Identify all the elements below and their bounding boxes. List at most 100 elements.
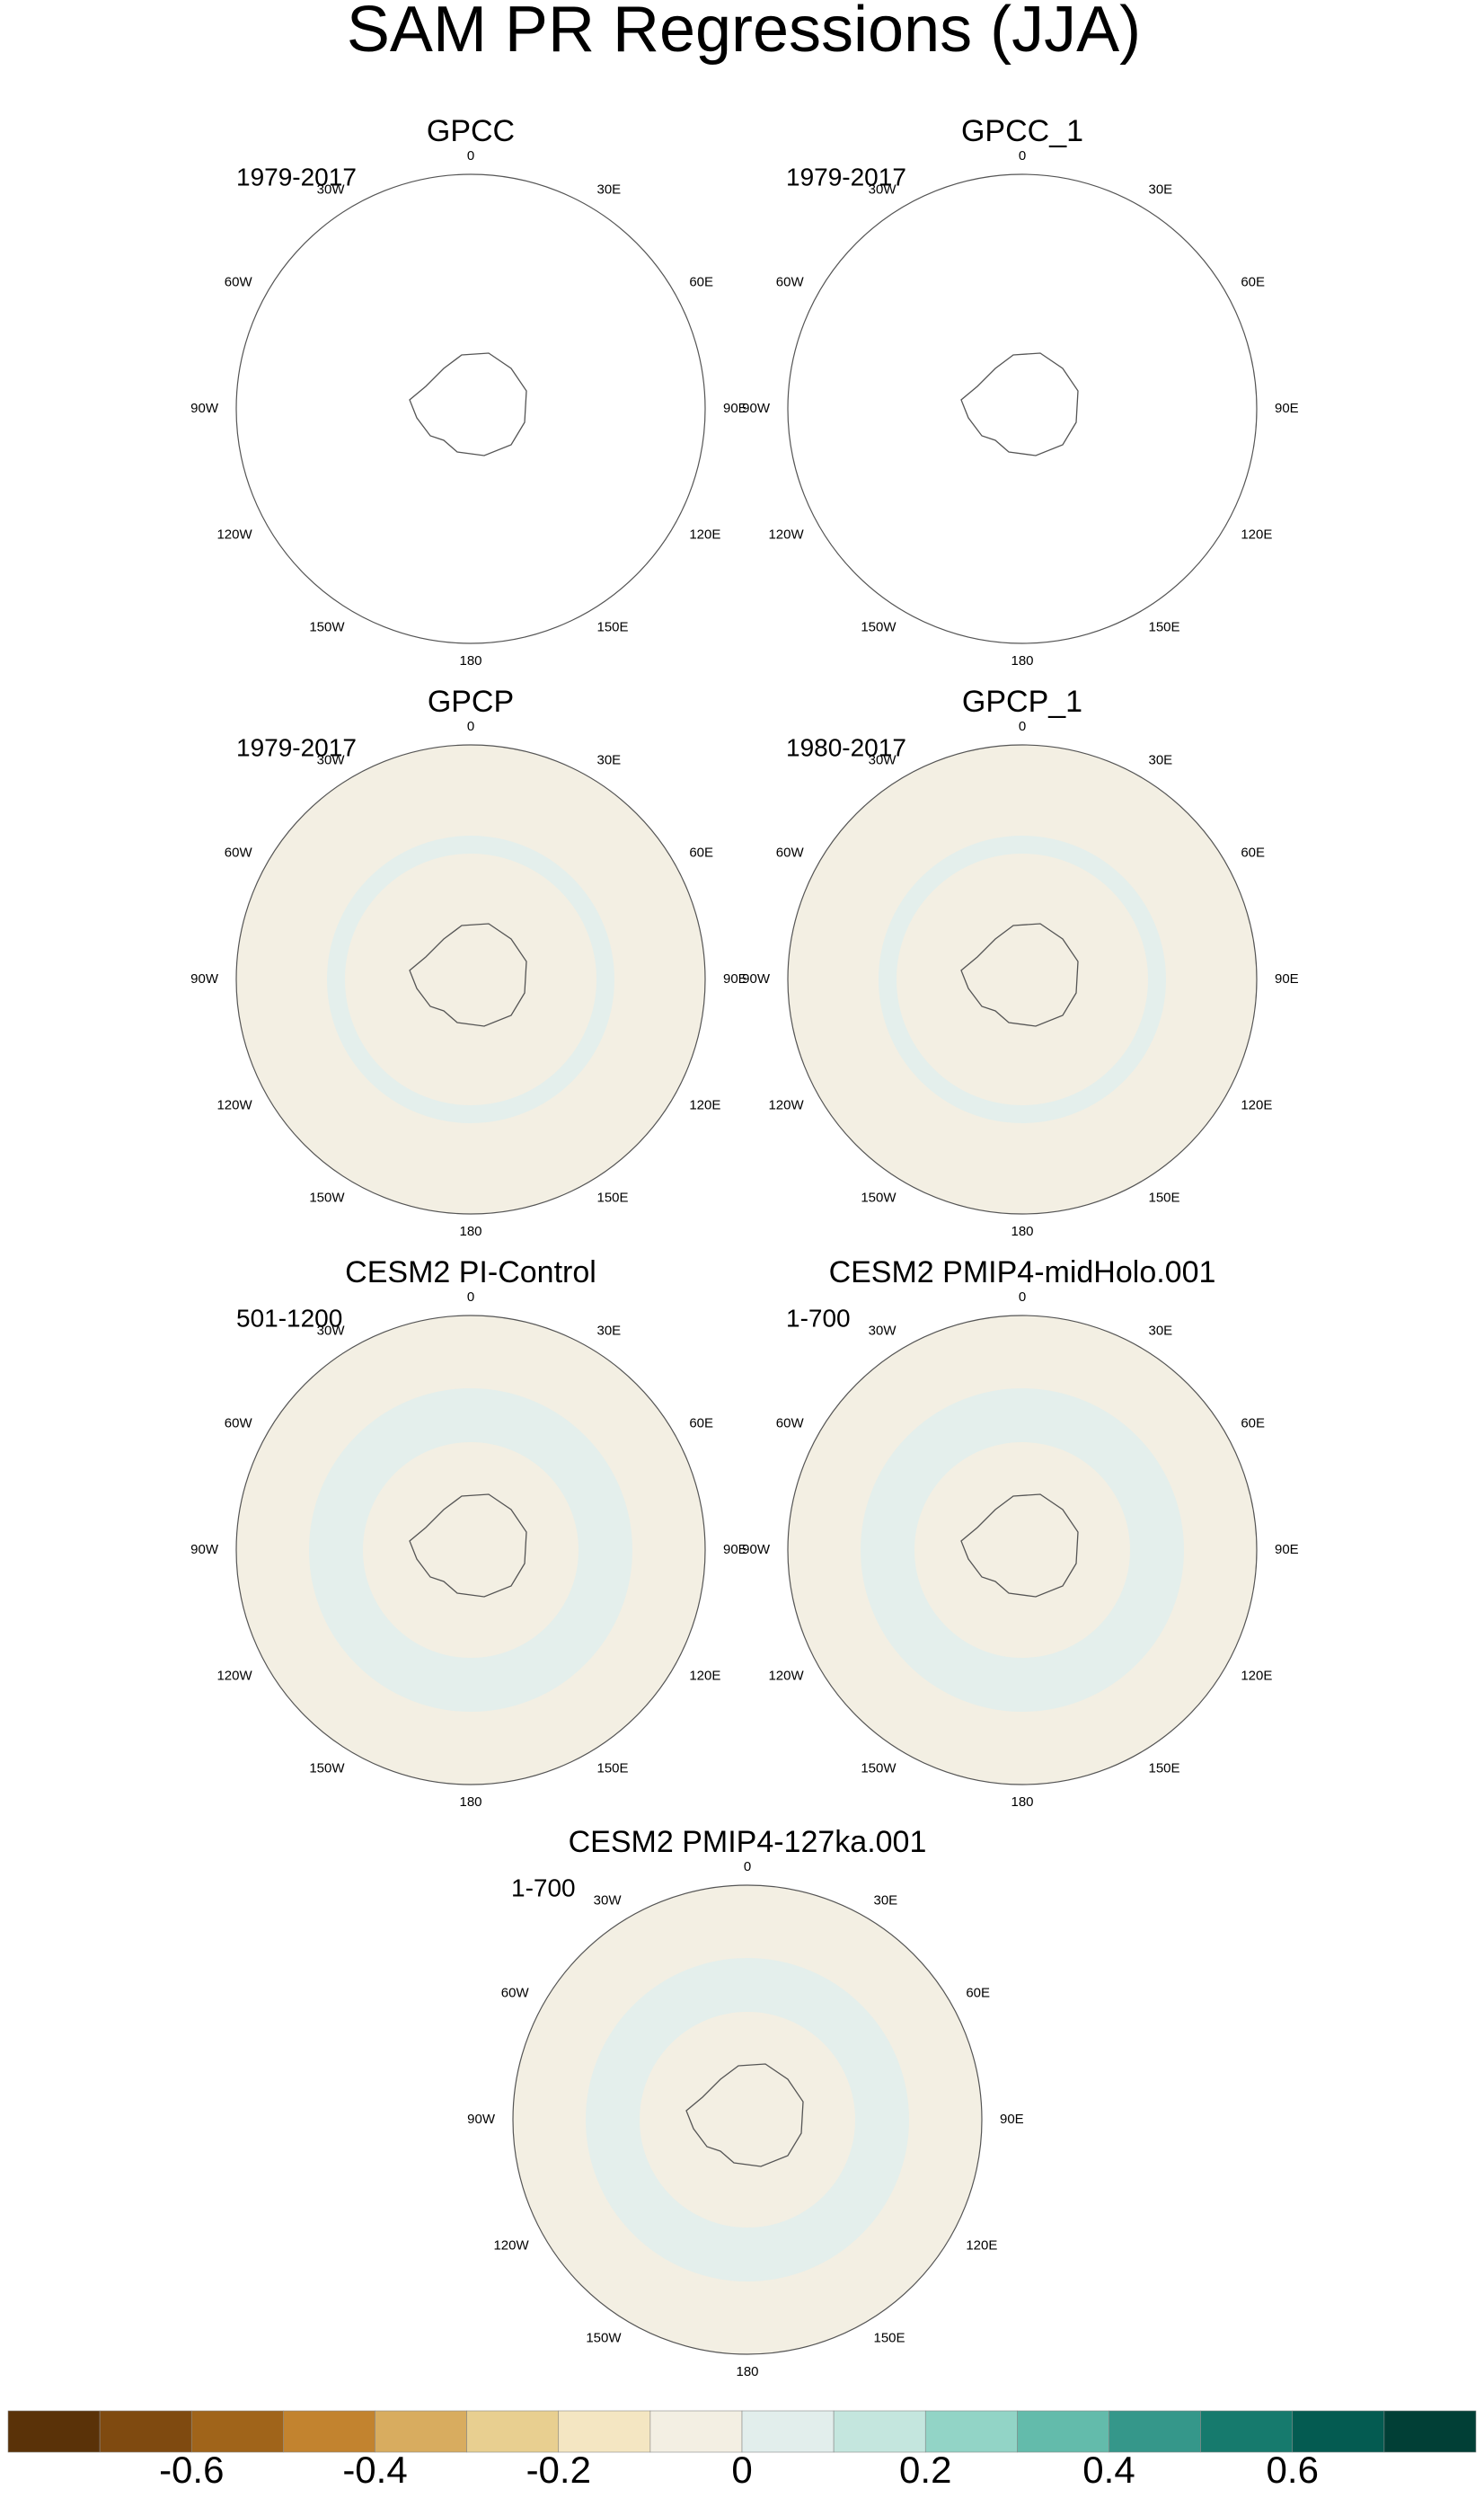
coastline bbox=[685, 2063, 804, 2167]
longitude-label: 150W bbox=[861, 1760, 897, 1776]
longitude-label: 90E bbox=[1000, 2112, 1024, 2127]
longitude-label: 30E bbox=[1149, 753, 1173, 768]
map-panel: GPCP_1 1980-2017 0 30E 60E 90E 120E 150E 180 150W… bbox=[742, 685, 1299, 1239]
longitude-label: 90E bbox=[723, 971, 747, 987]
longitude-label: 0 bbox=[1019, 148, 1026, 164]
map-panel: CESM2 PMIP4-127ka.001 1-700 0 30E 60E 90E 120E… bbox=[467, 1825, 1024, 2379]
colorbar-box bbox=[99, 2410, 192, 2453]
panel-period: 1979-2017 bbox=[236, 163, 357, 190]
colorbar-tick-label: 0.2 bbox=[899, 2449, 951, 2491]
longitude-label: 30E bbox=[1149, 182, 1173, 198]
longitude-label: 30E bbox=[874, 1893, 898, 1909]
shading-ring bbox=[861, 1388, 1184, 1712]
panel-period: 1-700 bbox=[511, 1874, 576, 1901]
colorbar-tick-label: 0 bbox=[731, 2449, 752, 2491]
longitude-label: 60W bbox=[776, 845, 805, 860]
map-panel: GPCC_1 1979-2017 0 30E 60E 90E 120E 150E 180 150W… bbox=[742, 114, 1299, 669]
longitude-label: 180 bbox=[459, 1794, 481, 1810]
longitude-label: 150W bbox=[309, 1760, 345, 1776]
longitude-label: 30E bbox=[597, 753, 622, 768]
longitude-label: 90E bbox=[723, 401, 747, 416]
map-disc bbox=[235, 173, 706, 644]
longitude-label: 90W bbox=[190, 401, 219, 416]
longitude-label: 90W bbox=[190, 971, 219, 987]
colorbar-tick-label: 0.4 bbox=[1082, 2449, 1135, 2491]
panel-period: 1979-2017 bbox=[236, 733, 357, 761]
longitude-label: 60W bbox=[225, 845, 253, 860]
colorbar-box bbox=[1200, 2410, 1294, 2453]
longitude-label: 120W bbox=[216, 527, 252, 542]
longitude-label: 150E bbox=[874, 2330, 905, 2345]
map-disc bbox=[787, 744, 1258, 1215]
shading-ring bbox=[309, 1388, 632, 1712]
longitude-label: 150E bbox=[1149, 619, 1180, 634]
coastline bbox=[409, 1493, 527, 1598]
longitude-label: 30W bbox=[317, 753, 346, 768]
longitude-label: 60W bbox=[776, 274, 805, 289]
longitude-label: 180 bbox=[459, 1224, 481, 1239]
longitude-label: 120W bbox=[216, 1097, 252, 1112]
longitude-label: 150E bbox=[597, 619, 629, 634]
longitude-label: 30E bbox=[597, 182, 622, 198]
longitude-label: 90W bbox=[742, 1542, 771, 1557]
panel-title: CESM2 PI-Control bbox=[345, 1255, 596, 1289]
colorbar-box bbox=[924, 2410, 1018, 2453]
longitude-label: 60E bbox=[1241, 845, 1265, 860]
colorbar-box bbox=[375, 2410, 467, 2453]
colorbar-box bbox=[190, 2410, 284, 2453]
map-disc bbox=[787, 173, 1258, 644]
map-panel: GPCP 1979-2017 0 30E 60E 90E 120E 150E 180 150W 12… bbox=[190, 685, 747, 1239]
longitude-label: 30W bbox=[317, 1324, 346, 1339]
longitude-label: 0 bbox=[467, 1289, 474, 1305]
longitude-label: 60W bbox=[776, 1415, 805, 1431]
coastline bbox=[960, 352, 1079, 456]
longitude-label: 90W bbox=[742, 971, 771, 987]
coastline bbox=[409, 923, 527, 1027]
longitude-label: 120W bbox=[768, 1668, 804, 1683]
coastline bbox=[960, 923, 1079, 1027]
longitude-label: 60E bbox=[689, 1415, 713, 1431]
longitude-label: 180 bbox=[1011, 1794, 1033, 1810]
longitude-label: 120W bbox=[216, 1668, 252, 1683]
longitude-label: 30E bbox=[597, 1324, 622, 1339]
longitude-label: 0 bbox=[1019, 719, 1026, 734]
colorbar-tick-label: -0.2 bbox=[526, 2449, 591, 2491]
colorbar-box bbox=[1292, 2410, 1385, 2453]
colorbar-box bbox=[1383, 2410, 1477, 2453]
colorbar-tick-label: 0.6 bbox=[1267, 2449, 1319, 2491]
longitude-label: 120E bbox=[689, 1097, 720, 1112]
longitude-label: 60E bbox=[966, 1985, 990, 2000]
panel-period: 1979-2017 bbox=[786, 163, 906, 190]
colorbar-tick-label: -0.6 bbox=[159, 2449, 224, 2491]
coastline bbox=[409, 352, 527, 456]
colorbar-box bbox=[649, 2410, 743, 2453]
longitude-label: 90W bbox=[467, 2112, 496, 2127]
longitude-label: 150E bbox=[597, 1760, 629, 1776]
longitude-label: 180 bbox=[1011, 653, 1033, 669]
longitude-label: 90W bbox=[742, 401, 771, 416]
colorbar-box bbox=[1017, 2410, 1109, 2453]
longitude-label: 120E bbox=[1241, 1668, 1272, 1683]
panel-title: GPCC bbox=[427, 114, 515, 148]
shading-ring bbox=[327, 836, 614, 1123]
longitude-label: 90E bbox=[1275, 401, 1299, 416]
longitude-label: 120W bbox=[493, 2237, 529, 2253]
shading-ring bbox=[879, 836, 1166, 1123]
panel-title: GPCP bbox=[428, 685, 514, 719]
longitude-label: 60E bbox=[689, 274, 713, 289]
longitude-label: 180 bbox=[736, 2364, 758, 2379]
longitude-label: 150W bbox=[861, 619, 897, 634]
longitude-label: 150E bbox=[597, 1190, 629, 1205]
longitude-label: 150E bbox=[1149, 1760, 1180, 1776]
map-disc bbox=[235, 1315, 706, 1785]
longitude-label: 30W bbox=[594, 1893, 623, 1909]
longitude-label: 60W bbox=[225, 1415, 253, 1431]
longitude-label: 30E bbox=[1149, 1324, 1173, 1339]
map-disc bbox=[787, 1315, 1258, 1785]
longitude-label: 150W bbox=[586, 2330, 622, 2345]
longitude-label: 120E bbox=[689, 527, 720, 542]
longitude-label: 90E bbox=[723, 1542, 747, 1557]
longitude-label: 150E bbox=[1149, 1190, 1180, 1205]
